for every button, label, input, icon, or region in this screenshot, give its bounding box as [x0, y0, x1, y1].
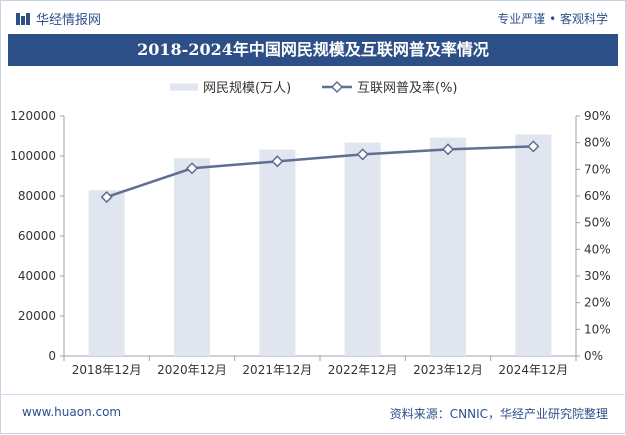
left-tick-label: 120000 — [10, 109, 56, 123]
line-path — [106, 145, 534, 199]
line-point — [271, 155, 284, 168]
legend: 网民规模(万人) 互联网普及率(%) — [170, 80, 458, 96]
website-link[interactable]: www.huaon.com — [22, 405, 122, 419]
legend-line-marker — [330, 80, 344, 94]
line-point — [100, 191, 113, 204]
line-point — [356, 148, 369, 161]
right-tick-label: 80% — [584, 136, 611, 150]
x-tick-label: 2018年12月 — [72, 363, 142, 377]
right-tick-label: 40% — [584, 242, 611, 256]
right-tick-label: 50% — [584, 216, 611, 230]
source-note: 资料来源：CNNIC，华经产业研究院整理 — [389, 407, 608, 421]
right-tick-label: 60% — [584, 189, 611, 203]
left-tick-label: 20000 — [18, 309, 56, 323]
right-tick-label: 90% — [584, 109, 611, 123]
bar — [344, 142, 381, 356]
x-tick-label: 2022年12月 — [328, 363, 398, 377]
bar — [259, 149, 296, 356]
footer: www.huaon.com 资料来源：CNNIC，华经产业研究院整理 — [0, 394, 626, 435]
x-tick-label: 2024年12月 — [498, 363, 568, 377]
right-tick-label: 70% — [584, 162, 611, 176]
left-tick-label: 40000 — [18, 269, 56, 283]
right-tick-label: 10% — [584, 322, 611, 336]
slogan: 专业严谨 • 客观科学 — [497, 12, 608, 26]
line-point — [527, 140, 540, 153]
chart-area: 0 20000 40000 60000 80000 100000 120000 0% 10% 20… — [10, 80, 610, 377]
right-tick-label: 20% — [584, 296, 611, 310]
left-tick-label: 80000 — [18, 189, 56, 203]
brand-logo[interactable]: 华经情报网 — [16, 9, 101, 28]
chart-title: 2018-2024年中国网民规模及互联网普及率情况 — [8, 34, 618, 66]
right-tick-label: 0% — [584, 349, 603, 363]
left-tick-label: 100000 — [10, 149, 56, 163]
logo-text: 华经情报网 — [36, 13, 102, 28]
line-point — [441, 143, 455, 156]
x-tick-label: 2020年12月 — [157, 363, 227, 377]
line-series — [100, 140, 540, 204]
bar — [88, 190, 125, 356]
left-tick-label: 60000 — [18, 229, 56, 243]
line-point — [185, 162, 199, 175]
bar-series — [88, 134, 552, 356]
x-tick-label: 2023年12月 — [413, 363, 483, 377]
left-tick-label: 0 — [48, 349, 56, 363]
bar — [430, 137, 466, 356]
bar — [515, 134, 552, 356]
bar — [174, 158, 210, 356]
legend-bar-label: 网民规模(万人) — [203, 81, 291, 96]
top-bar: 华经情报网 专业严谨 • 客观科学 — [0, 0, 626, 34]
right-tick-label: 30% — [584, 269, 611, 283]
axes: 0 20000 40000 60000 80000 100000 120000 0% 10% 20… — [10, 109, 610, 377]
legend-line-label: 互联网普及率(%) — [357, 80, 458, 96]
logo-icon — [16, 12, 30, 25]
x-tick-label: 2021年12月 — [242, 363, 312, 377]
